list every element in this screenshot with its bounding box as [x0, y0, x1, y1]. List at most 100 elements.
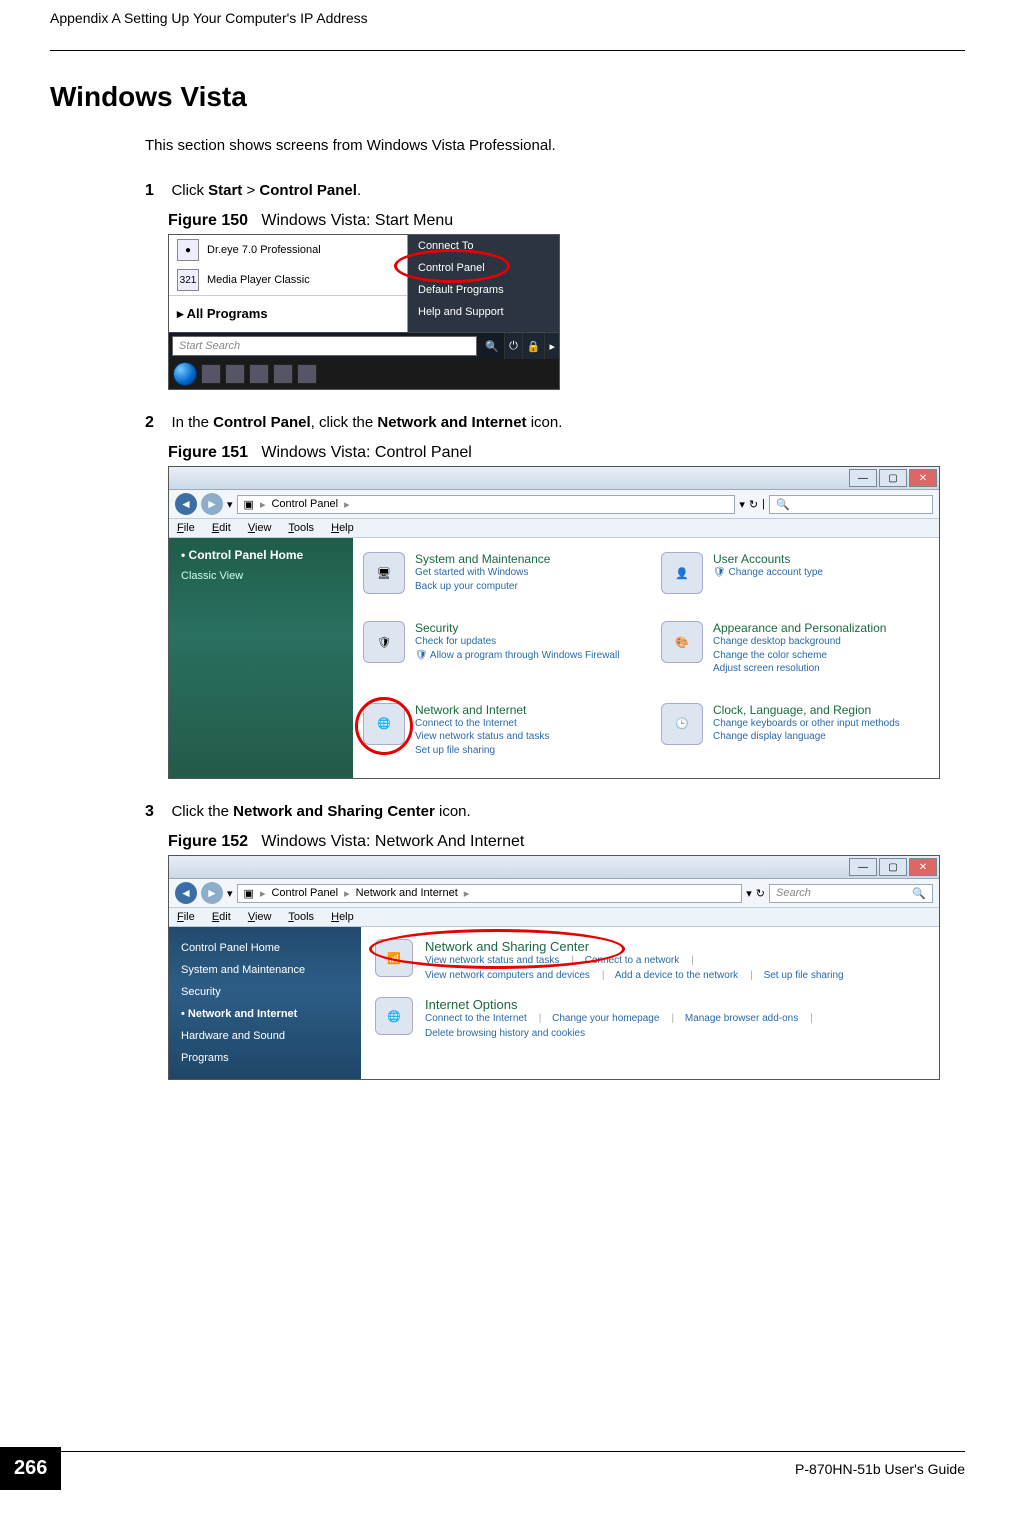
menu-tools[interactable]: Tools [288, 911, 314, 923]
category-security[interactable]: 🛡 Security Check for updates 🛡 Allow a p… [363, 621, 631, 687]
category-network-internet[interactable]: 🌐 Network and Internet Connect to the In… [363, 703, 631, 769]
address-bar[interactable]: ▣ ▸ Control Panel ▸ [237, 495, 736, 514]
start-menu-item[interactable]: ● Dr.eye 7.0 Professional [169, 235, 407, 265]
sidebar-home[interactable]: • Control Panel Home [181, 548, 341, 562]
taskbar-icon[interactable] [201, 364, 221, 384]
sidebar-classic-view[interactable]: Classic View [181, 568, 341, 584]
taskbar-icon[interactable] [249, 364, 269, 384]
link[interactable]: Connect to the Internet [425, 1013, 527, 1024]
sidebar-home[interactable]: Control Panel Home [181, 937, 349, 959]
link[interactable]: 🛡 Change account type [713, 566, 823, 580]
lock-button[interactable]: 🔒 [522, 333, 545, 359]
breadcrumb-item[interactable]: Network and Internet [356, 887, 458, 899]
back-button[interactable]: ◄ [175, 882, 197, 904]
start-menu-right: Connect To Control Panel Default Program… [408, 235, 559, 332]
step-3-number: 3 [145, 803, 167, 821]
forward-button[interactable]: ► [201, 882, 223, 904]
default-programs[interactable]: Default Programs [408, 279, 559, 301]
highlight-circle [355, 697, 413, 755]
category-title: Security [415, 621, 619, 635]
menu-view[interactable]: View [248, 522, 272, 534]
link[interactable]: Change display language [713, 730, 900, 744]
link[interactable]: Connect to the Internet [415, 717, 549, 731]
link[interactable]: View network status and tasks [415, 730, 549, 744]
start-menu-item[interactable]: 321 Media Player Classic [169, 265, 407, 295]
maximize-button[interactable]: ▢ [879, 469, 907, 487]
forward-button[interactable]: ► [201, 493, 223, 515]
dropdown-icon[interactable]: ▾ [227, 498, 233, 511]
refresh-icon[interactable]: ↻ [756, 887, 765, 900]
address-bar[interactable]: ▣ ▸ Control Panel ▸ Network and Internet… [237, 884, 743, 903]
refresh-icon[interactable]: ↻ [749, 498, 758, 511]
menu-help[interactable]: Help [331, 911, 354, 923]
link[interactable]: Change the color scheme [713, 649, 886, 663]
back-button[interactable]: ◄ [175, 493, 197, 515]
sidebar-item[interactable]: Programs [181, 1047, 349, 1069]
sidebar-item[interactable]: Security [181, 981, 349, 1003]
category-system-maintenance[interactable]: 🖥 System and Maintenance Get started wit… [363, 552, 631, 605]
start-search-input[interactable]: Start Search [172, 336, 477, 356]
taskbar-icon[interactable] [225, 364, 245, 384]
link[interactable]: Check for updates [415, 635, 619, 649]
close-button[interactable]: ✕ [909, 469, 937, 487]
power-menu-arrow[interactable]: ▸ [544, 333, 559, 359]
link[interactable]: Set up file sharing [415, 744, 549, 758]
menu-file[interactable]: File [177, 911, 195, 923]
link[interactable]: Change keyboards or other input methods [713, 717, 900, 731]
menu-view[interactable]: View [248, 911, 272, 923]
start-orb[interactable] [173, 362, 197, 386]
shield-icon: 🛡 [363, 621, 405, 663]
step-2-number: 2 [145, 414, 167, 432]
link[interactable]: Get started with Windows [415, 566, 550, 580]
window-titlebar: — ▢ ✕ [169, 856, 939, 879]
appearance-icon: 🎨 [661, 621, 703, 663]
menu-edit[interactable]: Edit [212, 911, 231, 923]
category-user-accounts[interactable]: 👤 User Accounts 🛡 Change account type [661, 552, 929, 605]
sidebar-item[interactable]: System and Maintenance [181, 959, 349, 981]
search-input[interactable]: 🔍 [769, 495, 933, 514]
link[interactable]: Change your homepage [552, 1013, 659, 1024]
menu-file[interactable]: FFileile [177, 522, 195, 534]
breadcrumb-item[interactable]: Control Panel [271, 887, 338, 899]
help-and-support[interactable]: Help and Support [408, 301, 559, 323]
taskbar [169, 359, 559, 389]
link[interactable]: Adjust screen resolution [713, 662, 886, 676]
close-button[interactable]: ✕ [909, 858, 937, 876]
link[interactable]: Back up your computer [415, 580, 550, 594]
link[interactable]: Change desktop background [713, 635, 886, 649]
link[interactable]: Manage browser add-ons [685, 1013, 798, 1024]
dropdown-icon[interactable]: ▾ [739, 498, 745, 511]
category-appearance[interactable]: 🎨 Appearance and Personalization Change … [661, 621, 929, 687]
minimize-button[interactable]: — [849, 858, 877, 876]
sidebar-item[interactable]: Hardware and Sound [181, 1025, 349, 1047]
internet-options[interactable]: 🌐 Internet Options Connect to the Intern… [375, 997, 925, 1041]
network-sharing-center[interactable]: 📶 Network and Sharing Center View networ… [375, 939, 925, 983]
menu-edit[interactable]: Edit [212, 522, 231, 534]
category-title: System and Maintenance [415, 552, 550, 566]
control-panel-item[interactable]: Control Panel [408, 257, 559, 279]
link[interactable]: Delete browsing history and cookies [425, 1028, 585, 1039]
search-input[interactable]: Search 🔍 [769, 884, 933, 903]
breadcrumb-item[interactable]: Control Panel [271, 498, 338, 510]
dropdown-icon[interactable]: ▾ [227, 887, 233, 900]
category-clock-language[interactable]: 🕒 Clock, Language, and Region Change key… [661, 703, 929, 769]
taskbar-icon[interactable] [273, 364, 293, 384]
search-icon[interactable]: 🔍 [480, 333, 504, 359]
menu-bar: File Edit View Tools Help [169, 908, 939, 927]
all-programs[interactable]: ▸ All Programs [169, 295, 407, 332]
menu-tools[interactable]: Tools [288, 522, 314, 534]
control-panel-main: 🖥 System and Maintenance Get started wit… [353, 538, 939, 778]
menu-help[interactable]: Help [331, 522, 354, 534]
dropdown-icon[interactable]: ▾ [746, 887, 752, 900]
app-label: Media Player Classic [207, 274, 310, 286]
link[interactable]: View network computers and devices [425, 970, 590, 981]
link[interactable]: Set up file sharing [764, 970, 844, 981]
sidebar-item-selected[interactable]: • Network and Internet [181, 1003, 349, 1025]
minimize-button[interactable]: — [849, 469, 877, 487]
link-text: Allow a program through Windows Firewall [430, 650, 620, 661]
link[interactable]: 🛡 Allow a program through Windows Firewa… [415, 649, 619, 663]
taskbar-icon[interactable] [297, 364, 317, 384]
maximize-button[interactable]: ▢ [879, 858, 907, 876]
power-button[interactable]: ⏻ [504, 333, 522, 359]
link[interactable]: Add a device to the network [615, 970, 738, 981]
